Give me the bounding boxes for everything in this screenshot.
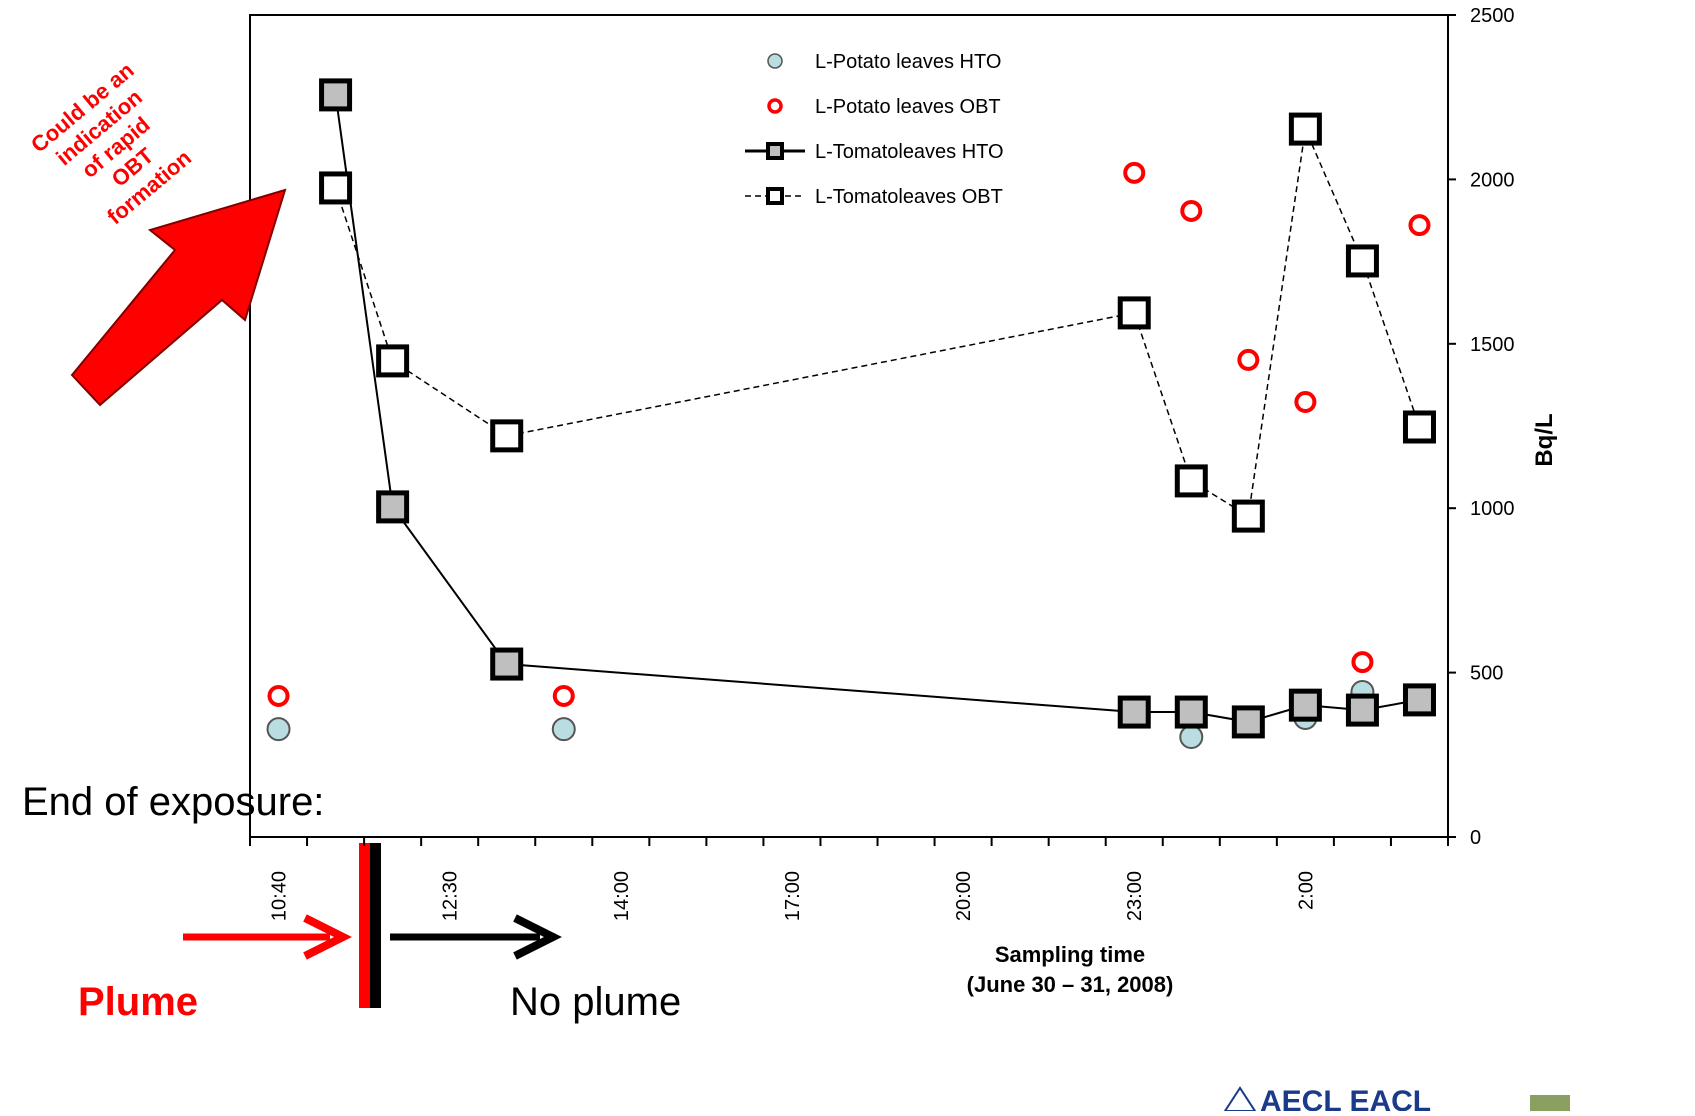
annotation-arrow [72,190,285,405]
legend-marker [769,100,781,112]
point [1234,502,1262,530]
y-tick-label: 1500 [1470,334,1515,356]
y-tick-label: 2000 [1470,169,1515,191]
exposure-bar [370,843,381,1008]
point [1348,696,1376,724]
point [1177,698,1205,726]
point [1125,164,1143,182]
x-tick-label: 23:00 [1124,871,1146,921]
y-tick-label: 1000 [1470,498,1515,520]
point [1291,691,1319,719]
legend-label: L-Tomatoleaves HTO [815,141,1004,163]
plot-frame [250,15,1448,837]
logo-icon [1225,1088,1255,1111]
y-tick-label: 2500 [1470,5,1515,27]
point [1296,393,1314,411]
legend-marker [768,144,782,158]
point [555,687,573,705]
point [553,718,575,740]
plume-label: Plume [78,980,198,1024]
point [1405,413,1433,441]
point [322,81,350,109]
point [1180,726,1202,748]
point [1182,202,1200,220]
logo-image [1530,1095,1570,1111]
logo: AECL EACL [1260,1085,1431,1111]
point [268,718,290,740]
x-tick-label: 17:00 [782,871,804,921]
y-tick-label: 0 [1470,827,1481,849]
point [379,347,407,375]
x-tick-label: 14:00 [611,871,633,921]
legend-marker [768,54,782,68]
point [270,687,288,705]
exposure-bar [359,843,370,1008]
point [1410,216,1428,234]
chart: End of exposure: Plume No plume Could be… [0,0,1695,1111]
point [1177,467,1205,495]
point [1353,653,1371,671]
legend-label: L-Potato leaves HTO [815,51,1001,73]
no-plume-label: No plume [510,980,681,1024]
point [493,650,521,678]
point [1234,708,1262,736]
point [1348,247,1376,275]
point [1120,698,1148,726]
point [322,174,350,202]
legend-marker [768,189,782,203]
obt-note: Could be an indication of rapid OBT form… [26,57,205,237]
point [1239,351,1257,369]
point [379,493,407,521]
x-tick-label: 20:00 [953,871,975,921]
end-of-exposure: End of exposure: [22,780,324,824]
x-axis-label: Sampling time [995,942,1145,967]
point [1405,686,1433,714]
y-tick-label: 500 [1470,663,1503,685]
x-tick-label: 2:00 [1295,871,1317,910]
point [1291,115,1319,143]
x-tick-label: 10:40 [269,871,291,921]
x-axis-label: (June 30 – 31, 2008) [967,972,1174,997]
y-axis-label: Bq/L [1531,413,1558,466]
point [493,422,521,450]
x-tick-label: 12:30 [440,871,462,921]
point [1120,299,1148,327]
legend-label: L-Tomatoleaves OBT [815,186,1003,208]
legend-label: L-Potato leaves OBT [815,96,1001,118]
